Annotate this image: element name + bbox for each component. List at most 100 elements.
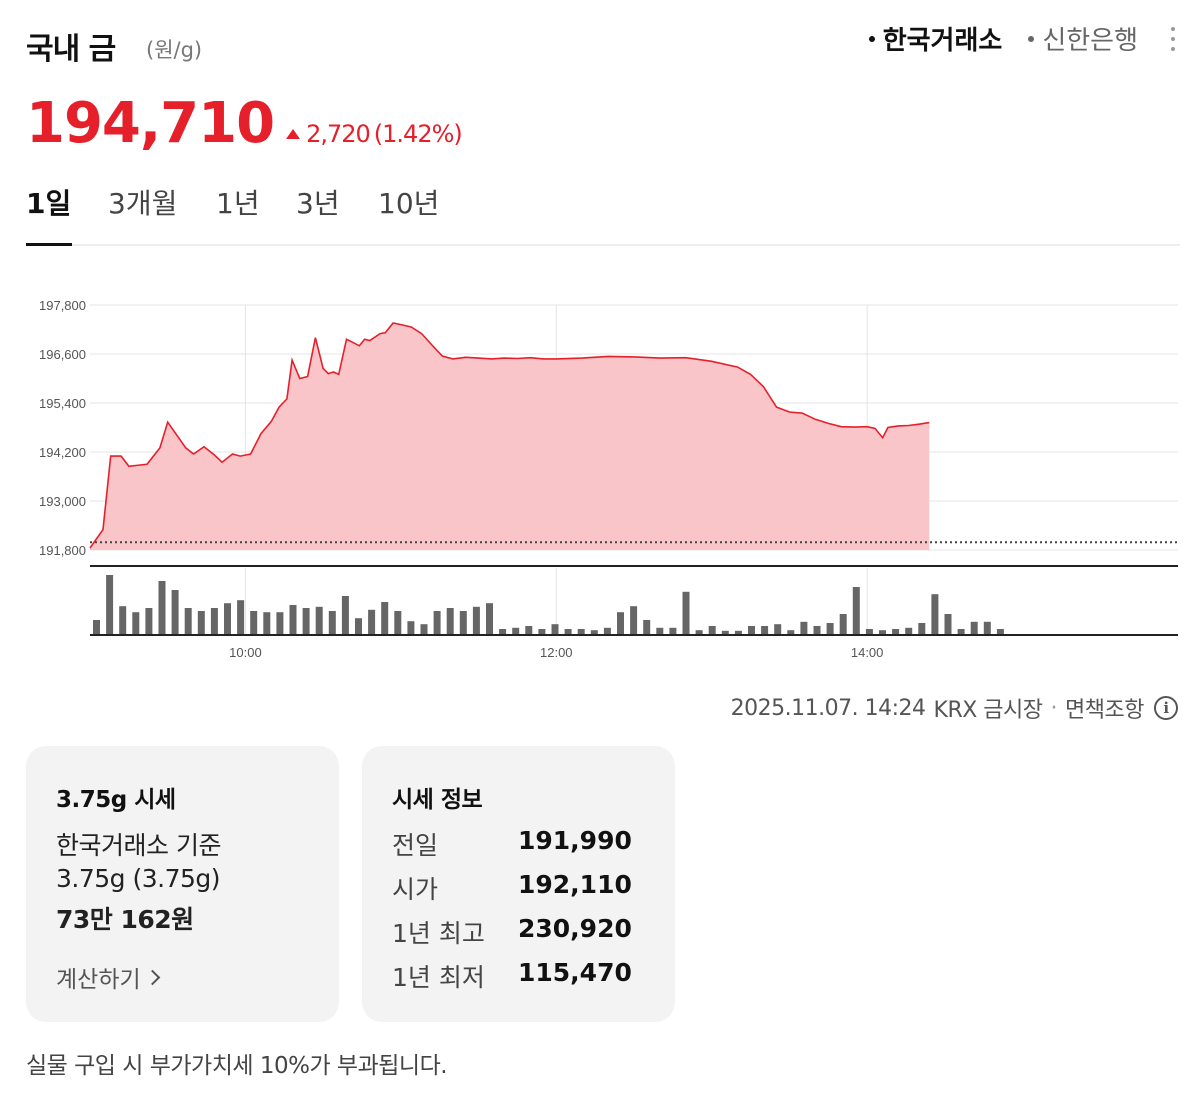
- card-title: 3.75g 시세: [56, 787, 176, 813]
- volume-bar: [918, 623, 926, 635]
- volume-bar: [708, 626, 716, 635]
- data-timestamp: 2025.11.07. 14:24 KRX 금시장 · 면책조항 i: [731, 692, 1178, 724]
- volume-bar: [210, 608, 218, 635]
- y-tick-label: 195,400: [39, 396, 86, 411]
- more-vertical-icon[interactable]: [1168, 24, 1178, 54]
- calculate-label: 계산하기: [56, 967, 141, 993]
- volume-bar: [721, 630, 729, 635]
- source-tab-label: 한국거래소: [882, 26, 1003, 56]
- tab-10y[interactable]: 10년: [378, 182, 439, 244]
- tab-label: 1일: [26, 187, 72, 220]
- volume-bar: [905, 627, 913, 635]
- volume-bar: [184, 608, 192, 635]
- volume-bar: [761, 626, 769, 635]
- price-unit: (원/g): [146, 38, 203, 62]
- period-tabs: 1일 3개월 1년 3년 10년: [26, 178, 1180, 246]
- volume-bar: [472, 606, 480, 635]
- volume-bar: [865, 629, 873, 635]
- info-value: 115,470: [518, 958, 632, 987]
- volume-bar: [158, 581, 166, 635]
- y-tick-label: 194,200: [39, 445, 86, 460]
- price-change: 2,720 (1.42%): [286, 120, 463, 148]
- weight-price-amount: 73만 162원: [56, 905, 194, 934]
- price-row: 194,710 2,720 (1.42%): [26, 82, 463, 156]
- card-title: 시세 정보: [392, 787, 483, 813]
- volume-bar: [538, 629, 546, 635]
- volume-bar: [669, 627, 677, 635]
- volume-bar: [957, 629, 965, 635]
- volume-bar: [774, 624, 782, 635]
- tab-label: 10년: [378, 187, 440, 220]
- volume-bar: [734, 630, 742, 635]
- volume-bar: [551, 624, 559, 635]
- volume-bar: [276, 612, 284, 635]
- active-tab-indicator: [26, 243, 72, 246]
- volume-bar: [944, 614, 952, 635]
- source-tab-krx[interactable]: 한국거래소: [868, 20, 1003, 57]
- disclaimer-link[interactable]: 면책조항: [1065, 698, 1144, 723]
- change-percent: (1.42%): [373, 120, 463, 148]
- volume-bar: [486, 603, 493, 635]
- price-area-fill: [90, 323, 930, 550]
- volume-bar: [590, 630, 598, 635]
- volume-bar: [93, 620, 100, 635]
- info-row-open: 시가 192,110: [392, 870, 652, 904]
- info-label: 1년 최저: [392, 963, 485, 992]
- volume-bar: [970, 621, 978, 635]
- volume-bar: [355, 618, 362, 635]
- volume-bar: [394, 611, 402, 635]
- timestamp-datetime: 2025.11.07. 14:24: [730, 695, 926, 721]
- volume-bar: [748, 626, 755, 635]
- volume-bar: [289, 605, 297, 635]
- x-tick-label: 12:00: [540, 645, 573, 660]
- calculate-link[interactable]: 계산하기: [56, 960, 160, 994]
- volume-bar: [315, 606, 323, 635]
- volume-bar: [630, 606, 638, 635]
- y-tick-label: 197,800: [39, 298, 86, 313]
- volume-bar: [892, 629, 900, 635]
- volume-bar: [197, 611, 205, 635]
- y-tick-label: 193,000: [39, 494, 86, 509]
- info-value: 191,990: [518, 826, 632, 855]
- volume-bar: [577, 629, 585, 635]
- volume-bar: [643, 620, 651, 635]
- x-tick-label: 14:00: [851, 645, 884, 660]
- volume-bar: [996, 629, 1004, 635]
- volume-bar: [381, 602, 389, 635]
- volume-bar: [800, 621, 808, 635]
- volume-bar: [682, 591, 690, 635]
- volume-bar: [302, 608, 310, 635]
- info-icon[interactable]: i: [1154, 696, 1178, 720]
- source-tab-shinhan[interactable]: 신한은행: [1028, 20, 1138, 57]
- info-row-prev-close: 전일 191,990: [392, 826, 652, 860]
- change-amount: 2,720: [306, 120, 371, 148]
- tab-3y[interactable]: 3년: [296, 182, 340, 244]
- volume-bar: [695, 630, 703, 635]
- volume-bar: [656, 627, 664, 635]
- price-basis: 한국거래소 기준: [56, 831, 221, 860]
- volume-bar: [132, 612, 140, 635]
- volume-bar: [433, 611, 441, 635]
- tab-1y[interactable]: 1년: [216, 182, 260, 244]
- volume-bar: [106, 575, 114, 635]
- volume-bar: [341, 596, 349, 635]
- info-value: 230,920: [518, 914, 632, 943]
- tab-3m[interactable]: 3개월: [108, 182, 177, 244]
- volume-bar: [446, 608, 454, 635]
- volume-bar: [407, 621, 415, 635]
- triangle-up-icon: [286, 129, 301, 139]
- volume-bar: [852, 587, 860, 635]
- volume-bar: [787, 630, 795, 635]
- tab-label: 3년: [296, 187, 340, 220]
- tab-1d[interactable]: 1일: [26, 182, 72, 246]
- current-price: 194,710: [26, 91, 275, 156]
- bullet-icon: [1028, 35, 1035, 42]
- volume-bar: [512, 627, 520, 635]
- volume-bar: [368, 609, 376, 635]
- info-value: 192,110: [518, 870, 632, 899]
- volume-bar: [879, 630, 886, 635]
- volume-bar: [525, 626, 533, 635]
- volume-bar: [931, 594, 939, 635]
- volume-bar: [250, 611, 258, 635]
- volume-bar: [119, 606, 127, 635]
